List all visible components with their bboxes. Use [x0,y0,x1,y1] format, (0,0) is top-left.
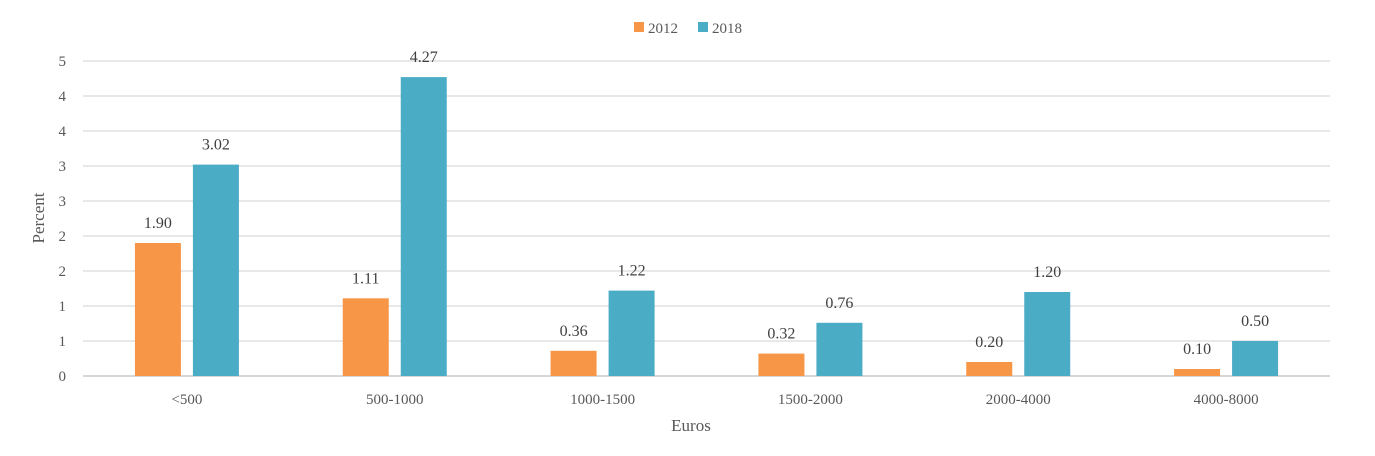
legend-swatch [698,22,708,32]
legend-label: 2012 [648,21,678,37]
gridlines [83,60,1330,377]
data-label: 1.22 [618,263,646,280]
y-tick-label: 2 [59,229,67,245]
data-label: 0.10 [1183,341,1211,358]
x-tick-label: 1500-2000 [778,392,843,408]
data-label: 0.36 [560,323,588,340]
y-axis-label: Percent [29,192,48,243]
y-tick-label: 4 [59,124,67,140]
bar-2012 [342,298,389,376]
data-label: 1.20 [1033,264,1061,281]
x-tick-label: <500 [171,392,202,408]
bar-2012 [758,353,805,376]
y-tick-label: 1 [59,299,67,315]
bar-2018 [192,164,239,376]
bar-2012 [1174,369,1221,376]
legend: 2012 2018 [634,21,742,37]
y-tick-label: 3 [59,194,67,210]
data-label: 1.90 [144,215,172,232]
data-label: 0.76 [825,295,853,312]
bar-2018 [400,77,447,376]
y-tick-label: 1 [59,334,67,350]
y-tick-label: 3 [59,159,67,175]
data-label: 0.20 [975,334,1003,351]
y-tick-label: 2 [59,264,67,280]
y-tick-label: 5 [59,54,67,70]
x-tick-label: 500-1000 [366,392,424,408]
y-tick-label: 4 [59,89,67,105]
bar-2018 [816,322,863,376]
bar-2012 [550,350,597,376]
data-label: 0.50 [1241,313,1269,330]
bar-2018 [608,290,655,376]
y-axis-ticks: 0 1 1 2 2 3 3 4 4 5 [59,54,67,385]
data-label: 3.02 [202,137,230,154]
data-labels: 1.90 3.02 1.11 4.27 0.36 1.22 0.32 0.76 0.20 1.20… [144,49,1269,358]
data-label: 1.11 [352,270,379,287]
bars [134,77,1279,376]
data-label: 4.27 [410,49,438,66]
x-tick-label: 1000-1500 [570,392,635,408]
y-tick-label: 0 [59,369,67,385]
bar-2018 [1024,292,1071,376]
x-axis-ticks: <500 500-1000 1000-1500 1500-2000 2000-4000 4… [171,392,1258,408]
x-tick-label: 2000-4000 [986,392,1051,408]
data-label: 0.32 [767,326,795,343]
bar-2012 [966,362,1013,376]
legend-swatch [634,22,644,32]
x-tick-label: 4000-8000 [1194,392,1259,408]
bar-2018 [1232,341,1279,376]
x-axis-label: Euros [671,416,711,435]
legend-label: 2018 [712,21,742,37]
bar-2012 [134,243,181,376]
